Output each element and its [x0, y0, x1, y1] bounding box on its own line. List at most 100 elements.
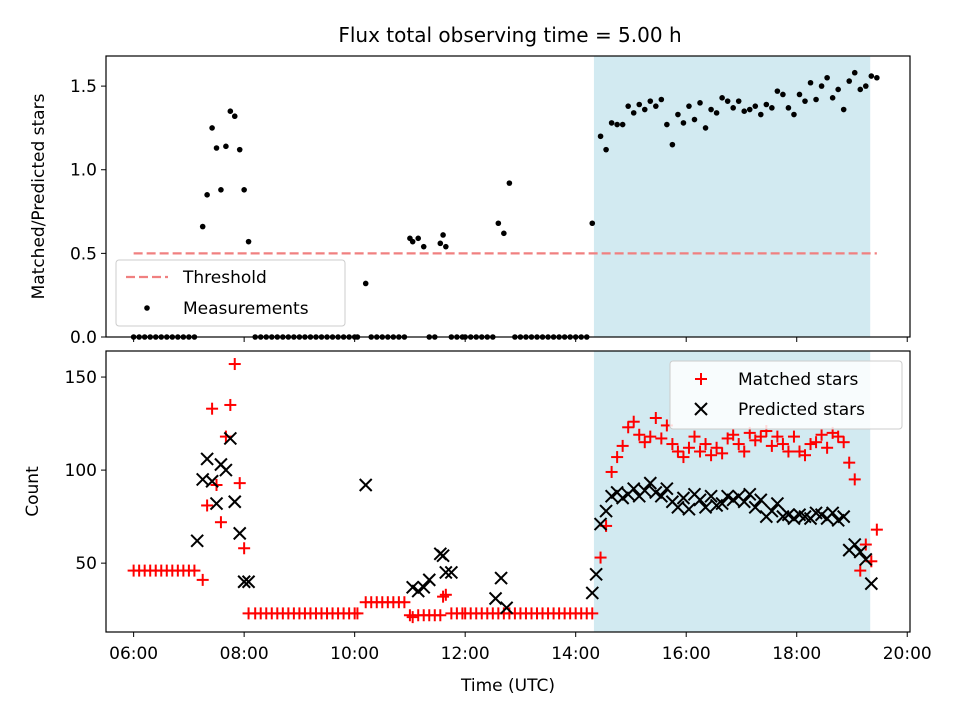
matched-point [649, 411, 662, 424]
measurement-point [495, 220, 502, 227]
matched-point [732, 438, 745, 451]
matched-point [398, 596, 411, 609]
predicted-point [205, 474, 219, 488]
measurement-point [608, 120, 615, 126]
matched-point [677, 451, 690, 464]
measurement-point [752, 103, 759, 109]
predicted-point [676, 491, 691, 505]
predicted-point [439, 565, 453, 580]
matched-point [233, 477, 246, 490]
x-tick-label: 20:00 [883, 644, 932, 664]
measurement-point [409, 238, 416, 245]
measurement-point [415, 235, 422, 242]
measurement-point [245, 238, 252, 245]
count-panel: 06:00 08:00 10:00 12:00 14:00 16:00 18:00 20:00… [23, 350, 932, 696]
count-y-axis-label: Count [23, 466, 43, 517]
matched-point [782, 445, 795, 458]
measurement-point [862, 83, 869, 89]
measurement-point [769, 105, 775, 111]
matched-point [434, 609, 447, 622]
measurement-point [199, 223, 206, 230]
predicted-point [209, 496, 224, 511]
predicted-point [660, 482, 674, 496]
measurement-point [420, 243, 427, 250]
measurement-point [443, 243, 449, 250]
measurement-point [213, 145, 220, 151]
predicted-point [836, 509, 851, 524]
matched-point [804, 438, 817, 451]
matched-point [586, 607, 599, 620]
ratio-panel: 0.0 0.5 1.0 1.5 Matched/Predicted stars Thr… [29, 55, 911, 348]
measurement-point [730, 105, 736, 111]
measurement-point [824, 74, 830, 81]
figure-title: Flux total observing time = 5.00 h [338, 23, 681, 47]
measurement-point [664, 121, 670, 128]
predicted-point [233, 526, 247, 541]
measurement-point [813, 96, 819, 103]
measurement-point [758, 111, 764, 118]
count-marks [127, 358, 883, 624]
predicted-point [848, 537, 862, 552]
legend-matched-swatch [695, 373, 707, 385]
predicted-point [825, 506, 840, 520]
x-tick-label: 12:00 [441, 644, 490, 664]
y-tick-label: 50 [75, 554, 97, 574]
measurement-point [796, 91, 803, 98]
matched-point [837, 436, 850, 449]
measurement-point [807, 79, 814, 86]
measurement-point [658, 96, 665, 103]
matched-point [727, 428, 740, 441]
matched-point [188, 564, 201, 577]
matched-point [622, 421, 635, 434]
measurement-point [719, 95, 725, 101]
matched-point [214, 516, 227, 529]
matched-point [787, 430, 800, 443]
matched-point [799, 449, 812, 462]
legend-threshold-label: Threshold [182, 268, 267, 288]
matched-point [644, 430, 657, 443]
predicted-point [682, 502, 696, 516]
matched-point [638, 436, 651, 449]
matched-point [666, 438, 679, 451]
predicted-point [765, 504, 779, 518]
matched-point [765, 439, 778, 452]
measurement-point [597, 133, 604, 140]
count-ticks: 06:00 08:00 10:00 12:00 14:00 16:00 18:00 20:00… [65, 368, 932, 664]
measurement-point [603, 146, 609, 153]
ratio-axes-frame [105, 55, 911, 338]
count-axes-frame [105, 350, 911, 633]
measurement-point [724, 98, 731, 104]
matched-point [848, 473, 861, 486]
predicted-point [671, 500, 685, 515]
matched-point [705, 449, 718, 462]
matched-point [228, 358, 241, 371]
legend-matched-label: Matched stars [738, 370, 858, 390]
measurement-point [735, 98, 742, 104]
observing-window-span [593, 56, 871, 337]
predicted-point [853, 545, 867, 559]
matched-point [815, 428, 828, 441]
predicted-point [654, 489, 669, 503]
predicted-point [585, 586, 599, 600]
ratio-marks [130, 69, 880, 340]
x-tick-label: 10:00 [330, 644, 379, 664]
matched-point [238, 542, 251, 555]
measurement-point [641, 106, 648, 113]
matched-point [201, 499, 214, 512]
predicted-point [436, 548, 450, 563]
matched-point [710, 441, 723, 454]
predicted-point [190, 534, 204, 548]
predicted-point [237, 575, 251, 589]
measurement-point [653, 103, 659, 109]
count-legend-box [669, 360, 903, 430]
matched-point [439, 588, 452, 601]
predicted-point [743, 487, 757, 501]
measurement-point [708, 106, 714, 113]
predicted-point [754, 493, 768, 507]
ratio-y-axis-label: Matched/Predicted stars [29, 93, 49, 299]
matched-point [699, 438, 712, 451]
matched-point [605, 465, 618, 478]
x-tick-label: 06:00 [109, 644, 158, 664]
measurement-point [697, 100, 703, 106]
predicted-point [422, 573, 436, 587]
